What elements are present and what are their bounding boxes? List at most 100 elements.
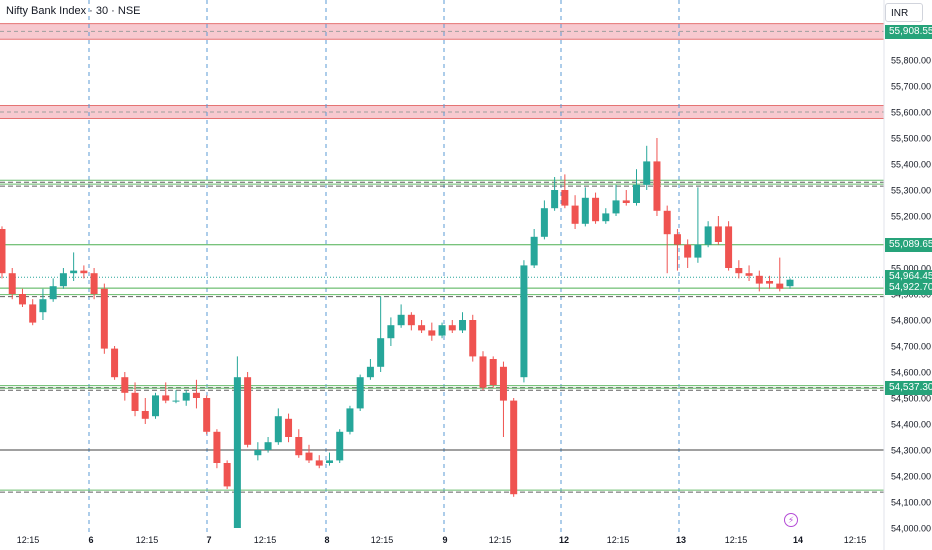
price-label-badge: 55,089.65 [885, 237, 932, 252]
candle-body [469, 320, 477, 357]
candle-body [295, 437, 303, 456]
candle-body [213, 431, 221, 463]
candle-body [745, 273, 753, 276]
candle-body [602, 213, 610, 222]
candle-body [203, 398, 211, 432]
candle-body [561, 190, 569, 206]
candle-body [315, 460, 323, 466]
x-tick-label: 12:15 [254, 535, 277, 545]
candle-body [612, 200, 620, 214]
candle-body [684, 244, 692, 258]
y-tick-label: 55,000.00 [891, 264, 931, 274]
candle-body [653, 161, 661, 211]
x-tick-label: 12:15 [17, 535, 40, 545]
price-label-badge: 55,908.55 [885, 24, 932, 39]
candle-body [49, 286, 57, 300]
candle-body [305, 452, 313, 461]
candle-body [377, 338, 385, 367]
price-label-badge: 54,964.45 [885, 270, 932, 285]
y-tick-label: 54,200.00 [891, 472, 931, 482]
time-axis[interactable]: 12:15 6 12:15 7 12:15 8 12:15 9 12:15 12 12:15 13 12… [17, 535, 867, 545]
candle-body [479, 356, 487, 388]
y-tick-label: 55,800.00 [891, 56, 931, 66]
candle-body [725, 226, 733, 268]
candles [0, 138, 794, 528]
x-tick-label: 9 [442, 535, 447, 545]
y-tick-label: 55,600.00 [891, 108, 931, 118]
x-tick-label: 7 [206, 535, 211, 545]
y-tick-label: 54,400.00 [891, 420, 931, 430]
y-tick-label: 55,700.00 [891, 82, 931, 92]
candle-body [694, 244, 702, 258]
candle-body [8, 273, 16, 294]
candle-body [336, 431, 344, 461]
horizontal-levels [0, 179, 884, 493]
chart-title: Nifty Bank Index · 30 · NSE [6, 5, 141, 17]
y-tick-label: 54,700.00 [891, 342, 931, 352]
candle-body [387, 325, 395, 339]
candle-body [530, 236, 538, 266]
y-tick-label: 54,600.00 [891, 368, 931, 378]
candle-body [39, 299, 47, 313]
candle-body [172, 400, 180, 402]
candle-body [438, 325, 446, 336]
candle-body [285, 418, 293, 437]
x-tick-label: 12:15 [136, 535, 159, 545]
candle-body [162, 395, 170, 401]
candle-body [70, 270, 78, 274]
candle-body [459, 320, 467, 331]
candle-body [274, 416, 282, 443]
candle-body [152, 395, 160, 417]
candle-body [520, 265, 528, 378]
candle-body [192, 392, 200, 398]
day-separators [88, 0, 680, 536]
candle-body [592, 197, 600, 222]
y-tick-label: 54,100.00 [891, 498, 931, 508]
x-tick-label: 6 [88, 535, 93, 545]
flash-icon[interactable]: ⚡ [784, 513, 798, 527]
candle-body [346, 408, 354, 432]
candle-body [418, 325, 426, 331]
candle-body [233, 377, 241, 528]
currency-selector[interactable]: INR [885, 3, 923, 22]
candle-body [786, 279, 794, 287]
candle-body [704, 226, 712, 245]
candle-body [356, 377, 364, 409]
x-tick-label: 12 [559, 535, 569, 545]
candle-body [571, 205, 579, 224]
candle-body [244, 377, 252, 445]
candle-body [755, 275, 763, 284]
candle-body [643, 161, 651, 185]
candle-body [428, 330, 436, 336]
x-tick-label: 12:15 [725, 535, 748, 545]
x-tick-label: 12:15 [844, 535, 867, 545]
x-tick-label: 14 [793, 535, 803, 545]
candle-body [632, 184, 640, 203]
y-tick-label: 55,300.00 [891, 186, 931, 196]
y-tick-label: 55,400.00 [891, 160, 931, 170]
candle-body [673, 234, 681, 245]
candle-body [735, 268, 743, 274]
candle-body [182, 392, 190, 401]
x-tick-label: 13 [676, 535, 686, 545]
candle-body [90, 273, 98, 294]
candle-body [59, 273, 67, 287]
candle-body [80, 270, 88, 274]
candle-body [29, 304, 37, 323]
x-tick-label: 12:15 [489, 535, 512, 545]
candle-body [540, 208, 548, 237]
x-tick-label: 12:15 [607, 535, 630, 545]
candle-body [141, 411, 149, 419]
candle-body [111, 348, 119, 378]
candle-body [325, 460, 333, 463]
candle-body [510, 400, 518, 495]
y-tick-label: 55,200.00 [891, 212, 931, 222]
candle-body [489, 359, 497, 385]
y-tick-label: 54,000.00 [891, 524, 931, 534]
y-tick-label: 54,800.00 [891, 316, 931, 326]
candle-body [581, 197, 589, 224]
price-label-badge: 54,537.30 [885, 381, 932, 396]
candle-body [223, 463, 231, 487]
candle-body [622, 200, 630, 203]
